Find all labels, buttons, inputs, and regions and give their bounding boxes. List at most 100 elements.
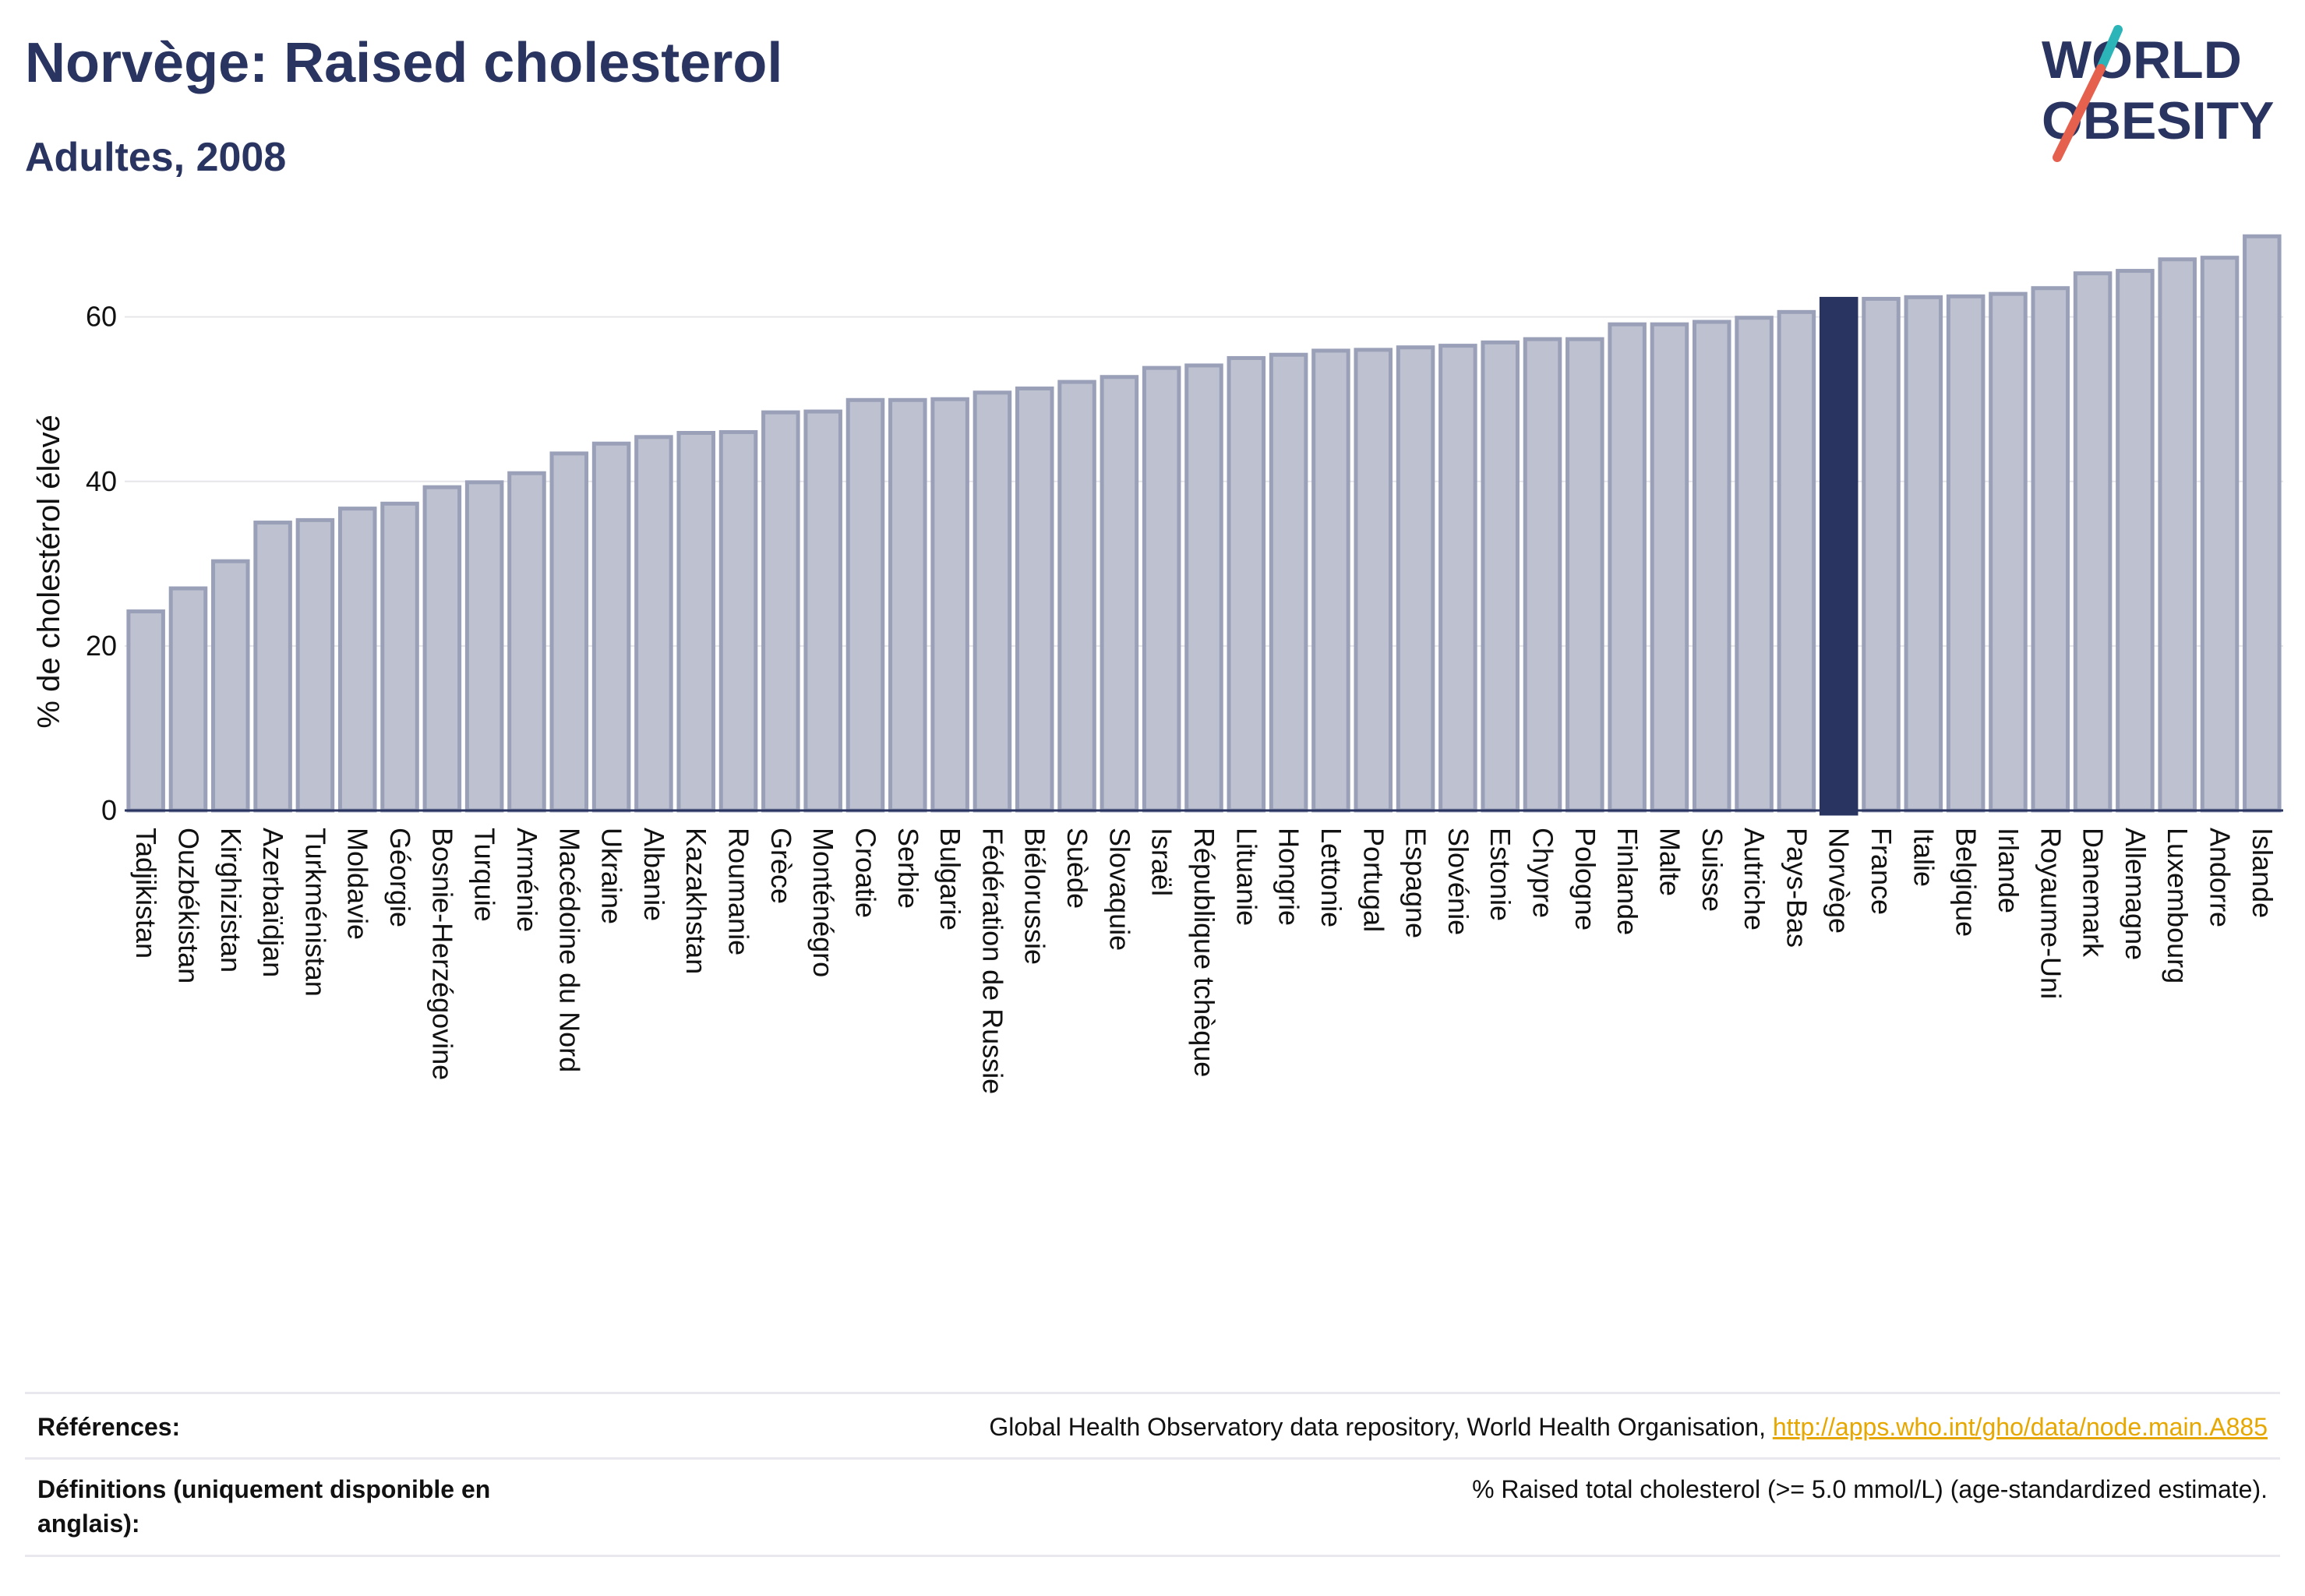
- bar-46: [2073, 271, 2113, 813]
- bar-5: [337, 507, 377, 813]
- bar-13: [676, 431, 716, 813]
- y-axis-label: % de cholestérol élevé: [32, 415, 66, 728]
- x-tick-label: France: [1866, 828, 1897, 915]
- x-tick-label: Monténégro: [807, 828, 839, 977]
- x-tick-label: Kazakhstan: [680, 828, 712, 974]
- bar-chart: Tadjikistan Ouzbékistan Kirghizistan Azerba…: [32, 234, 2283, 1094]
- references-row: Références: Global Health Observatory da…: [25, 1392, 2280, 1460]
- bars: [126, 234, 2282, 816]
- bar-35: [1608, 322, 1647, 813]
- x-tick-label: Turquie: [469, 828, 501, 922]
- x-tick-label: Finlande: [1611, 828, 1643, 935]
- bar-10: [549, 451, 589, 813]
- x-tick-label: Tadjikistan: [130, 828, 162, 959]
- x-tick-label: Fédération de Russie: [976, 828, 1008, 1094]
- y-tick-label: 60: [86, 301, 117, 333]
- bar-33: [1523, 337, 1562, 813]
- bar-36: [1650, 322, 1689, 813]
- bar-21: [1015, 387, 1054, 813]
- bar-3: [253, 521, 292, 813]
- bar-2: [211, 559, 250, 813]
- bar-8: [464, 480, 504, 813]
- bar-9: [507, 471, 546, 813]
- x-tick-label: Allemagne: [2120, 828, 2151, 960]
- bar-44: [1989, 291, 2028, 813]
- x-tick-label: Estonie: [1484, 828, 1516, 921]
- x-tick-label: Norvège: [1823, 828, 1855, 934]
- bar-38: [1735, 316, 1774, 813]
- references-link[interactable]: http://apps.who.int/gho/data/node.main.A…: [1772, 1413, 2268, 1441]
- x-tick-label: Arménie: [511, 828, 543, 932]
- x-tick-label: Slovénie: [1442, 828, 1474, 935]
- chart-subtitle: Adultes, 2008: [25, 135, 287, 180]
- bar-41: [1862, 296, 1901, 813]
- x-tick-label: Slovaquie: [1103, 828, 1135, 951]
- x-tick-label: Serbie: [892, 828, 924, 909]
- y-tick-label: 0: [101, 794, 117, 826]
- bar-28: [1311, 348, 1350, 813]
- logo-slash-red: [2053, 64, 2106, 162]
- bar-31: [1438, 344, 1477, 813]
- bar-37: [1692, 320, 1731, 813]
- x-tick-labels: Tadjikistan Ouzbékistan Kirghizistan Azerba…: [130, 828, 2279, 1094]
- x-tick-label: Lettonie: [1315, 828, 1347, 927]
- x-tick-label: Roumanie: [723, 828, 755, 955]
- bar-7: [422, 485, 462, 813]
- y-tick-labels: 0 20 40 60: [86, 301, 117, 826]
- bar-43: [1946, 294, 1986, 813]
- bar-47: [2116, 269, 2155, 813]
- bar-39: [1777, 309, 1816, 813]
- bar-20: [972, 390, 1012, 813]
- x-tick-label: Espagne: [1400, 828, 1432, 938]
- x-tick-label: Pologne: [1569, 828, 1601, 930]
- references-text: Global Health Observatory data repositor…: [989, 1413, 1773, 1441]
- x-tick-label: Moldavie: [342, 828, 374, 940]
- y-tick-label: 40: [86, 465, 117, 497]
- bar-0: [126, 609, 165, 813]
- x-tick-label: Pays-Bas: [1781, 828, 1813, 948]
- x-tick-label: Andorre: [2204, 828, 2236, 927]
- bar-14: [718, 429, 758, 813]
- bar-32: [1481, 340, 1520, 813]
- x-tick-label: Grèce: [765, 828, 797, 904]
- x-tick-label: Ukraine: [596, 828, 628, 924]
- bar-48: [2158, 257, 2197, 813]
- bar-18: [888, 397, 927, 813]
- bar-19: [930, 397, 969, 813]
- x-tick-label: Autriche: [1738, 828, 1770, 930]
- x-tick-label: Royaume-Uni: [2035, 828, 2067, 999]
- x-tick-label: Luxembourg: [2162, 828, 2194, 983]
- bar-40: [1819, 296, 1858, 816]
- bar-45: [2031, 286, 2070, 813]
- x-tick-label: Irlande: [1993, 828, 2024, 913]
- bar-16: [803, 409, 842, 813]
- bar-6: [380, 501, 419, 813]
- x-tick-label: Lituanie: [1230, 828, 1262, 926]
- x-tick-label: Croatie: [849, 828, 881, 918]
- x-tick-label: Macédoine du Nord: [553, 828, 585, 1072]
- bar-15: [761, 410, 800, 813]
- x-tick-label: Hongrie: [1273, 828, 1305, 926]
- bar-22: [1057, 380, 1096, 813]
- x-tick-label: Israël: [1146, 828, 1178, 896]
- definitions-row: Définitions (uniquement disponible en an…: [25, 1457, 2280, 1557]
- x-tick-label: Géorgie: [384, 828, 416, 927]
- definitions-value: % Raised total cholesterol (>= 5.0 mmol/…: [1472, 1475, 2268, 1503]
- bar-30: [1396, 345, 1435, 813]
- x-tick-label: Portugal: [1357, 828, 1389, 932]
- bar-4: [295, 517, 335, 813]
- x-tick-label: Belgique: [1950, 828, 1982, 937]
- bar-29: [1354, 348, 1393, 813]
- x-tick-label: Bulgarie: [934, 828, 966, 930]
- references-value: Global Health Observatory data repositor…: [989, 1410, 2268, 1444]
- x-tick-label: Danemark: [2077, 828, 2109, 958]
- bar-49: [2200, 256, 2240, 813]
- chart-title: Norvège: Raised cholesterol: [25, 32, 783, 94]
- x-tick-label: Islande: [2247, 828, 2279, 918]
- y-tick-label: 20: [86, 630, 117, 662]
- bar-17: [845, 397, 885, 813]
- x-tick-label: Suisse: [1696, 828, 1728, 912]
- bar-42: [1904, 295, 1943, 813]
- x-tick-label: Suède: [1061, 828, 1093, 909]
- bar-26: [1227, 355, 1266, 813]
